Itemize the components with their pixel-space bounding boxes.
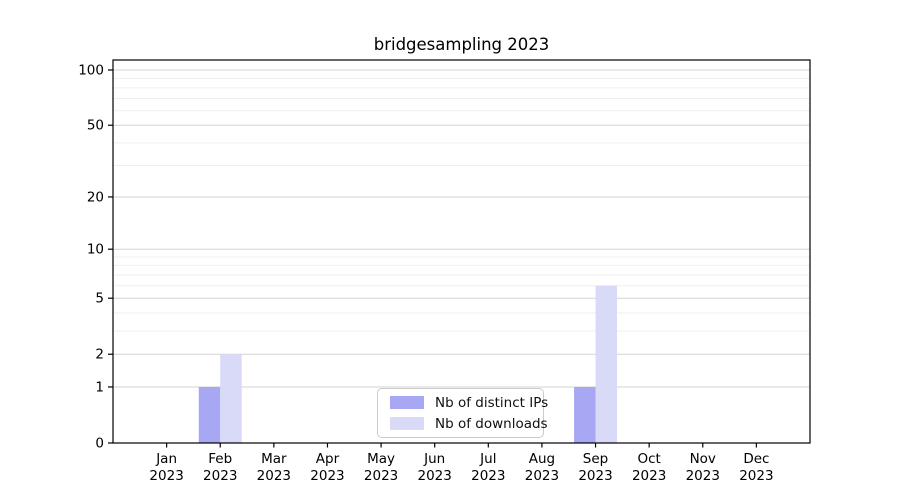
x-tick-label-month: Feb — [208, 451, 232, 467]
x-tick-label-year: 2023 — [364, 468, 398, 484]
x-tick-label-year: 2023 — [686, 468, 720, 484]
x-tick-label-month: Mar — [261, 451, 287, 467]
y-tick-label: 20 — [87, 189, 104, 205]
x-tick-label-year: 2023 — [739, 468, 773, 484]
x-tick-label-month: Dec — [743, 451, 769, 467]
x-tick-label-year: 2023 — [149, 468, 183, 484]
y-tick-label: 0 — [95, 436, 104, 452]
chart-title: bridgesampling 2023 — [373, 35, 550, 54]
legend-item-downloads: Nb of downloads — [390, 416, 548, 432]
legend-label-distinct-ips: Nb of distinct IPs — [435, 394, 549, 411]
y-tick-label: 10 — [87, 242, 104, 258]
y-tick-label: 2 — [95, 347, 104, 363]
x-tick-label-year: 2023 — [525, 468, 559, 484]
x-tick-label-year: 2023 — [203, 468, 237, 484]
x-tick-label-month: Jan — [155, 451, 177, 467]
legend-swatch-distinct-ips — [390, 396, 424, 409]
x-tick-label-month: Oct — [637, 451, 660, 467]
bar-downloads — [220, 354, 242, 443]
x-tick-label-month: Jun — [423, 451, 445, 467]
axes-frame — [112, 59, 811, 444]
y-tick-label: 5 — [95, 291, 104, 307]
legend-label-downloads: Nb of downloads — [435, 415, 548, 432]
x-tick-label-month: Jul — [479, 451, 496, 467]
bar-distinct-ips — [574, 386, 596, 443]
x-tick-label-year: 2023 — [578, 468, 612, 484]
bar-distinct-ips — [198, 386, 221, 443]
x-tick-label-month: May — [367, 451, 395, 467]
x-tick-label-month: Apr — [316, 451, 340, 467]
x-tick-label-month: Aug — [529, 451, 555, 467]
legend-swatch-downloads — [390, 417, 424, 430]
y-tick-label: 100 — [78, 63, 104, 79]
x-tick-label-year: 2023 — [471, 468, 505, 484]
x-tick-label-year: 2023 — [257, 468, 291, 484]
x-tick-label-year: 2023 — [310, 468, 344, 484]
x-tick-label-month: Nov — [690, 451, 716, 467]
y-tick-label: 50 — [87, 118, 104, 134]
bar-downloads — [595, 285, 617, 443]
y-tick-label: 1 — [95, 379, 104, 395]
x-tick-label-year: 2023 — [632, 468, 666, 484]
x-tick-label-year: 2023 — [418, 468, 452, 484]
legend: Nb of distinct IPs Nb of downloads — [377, 388, 548, 438]
legend-item-distinct-ips: Nb of distinct IPs — [390, 395, 548, 411]
x-tick-label-month: Sep — [583, 451, 608, 467]
